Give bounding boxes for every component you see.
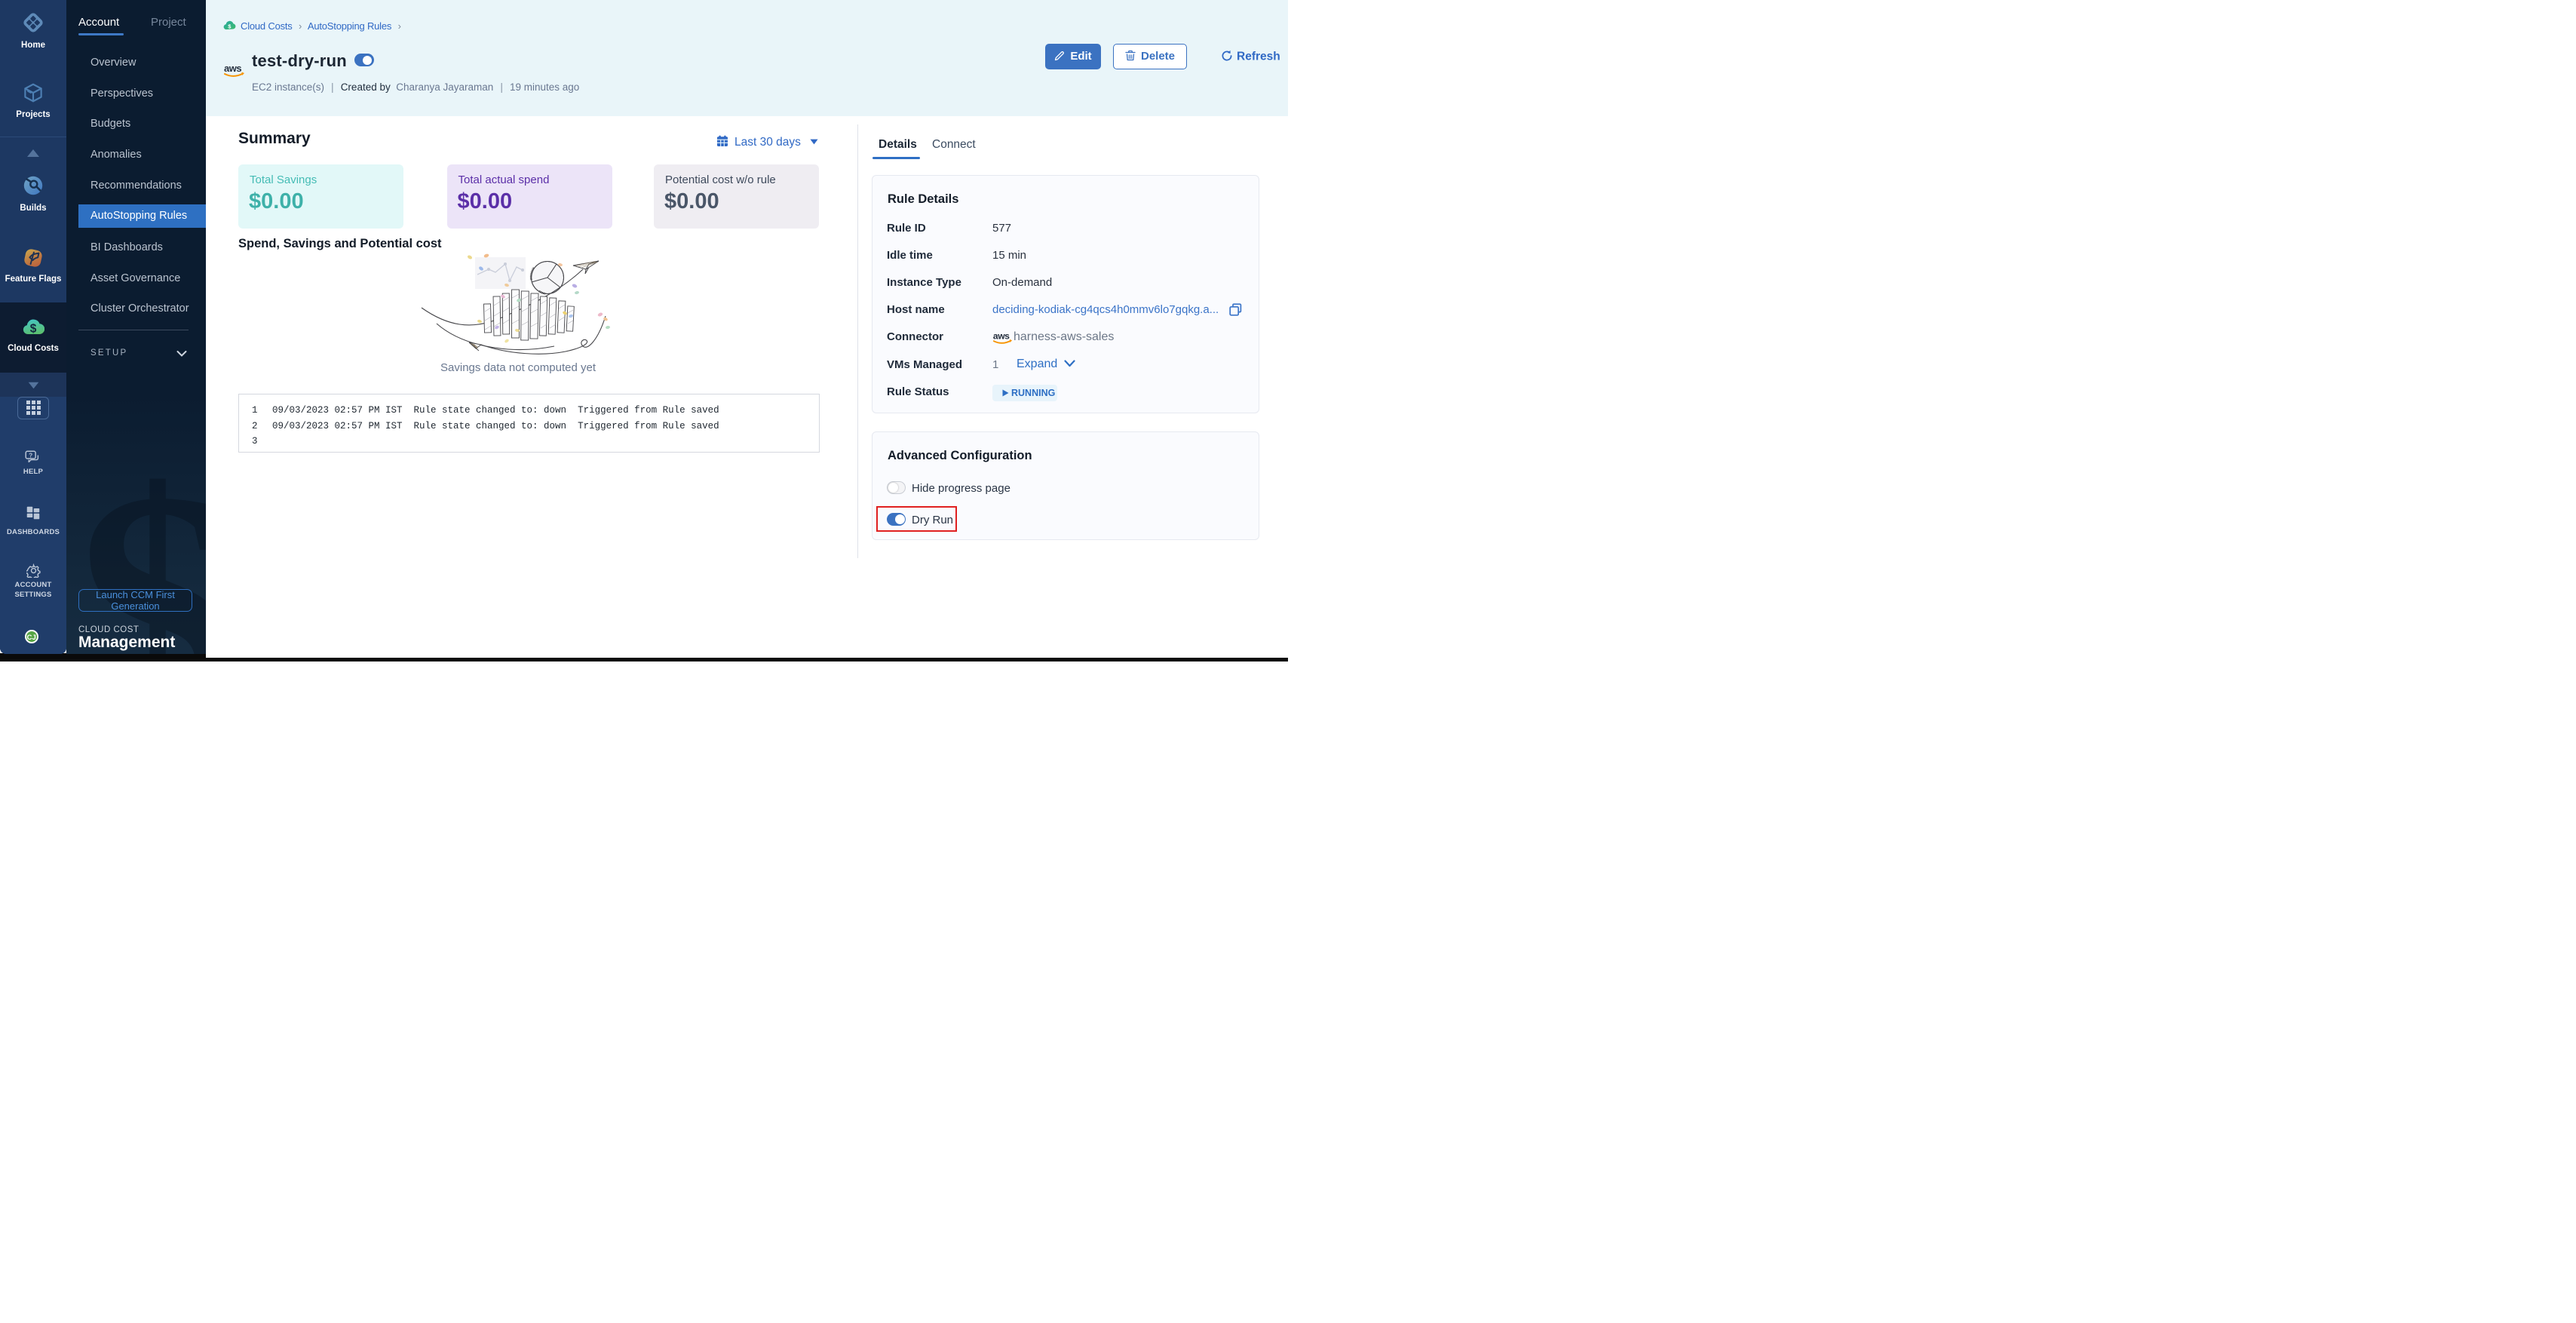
svg-text:?: ? bbox=[29, 452, 32, 459]
svg-text:aws: aws bbox=[224, 63, 241, 74]
svg-text:$: $ bbox=[228, 23, 232, 29]
svg-text:aws: aws bbox=[993, 330, 1010, 341]
svg-text:$: $ bbox=[30, 323, 37, 336]
